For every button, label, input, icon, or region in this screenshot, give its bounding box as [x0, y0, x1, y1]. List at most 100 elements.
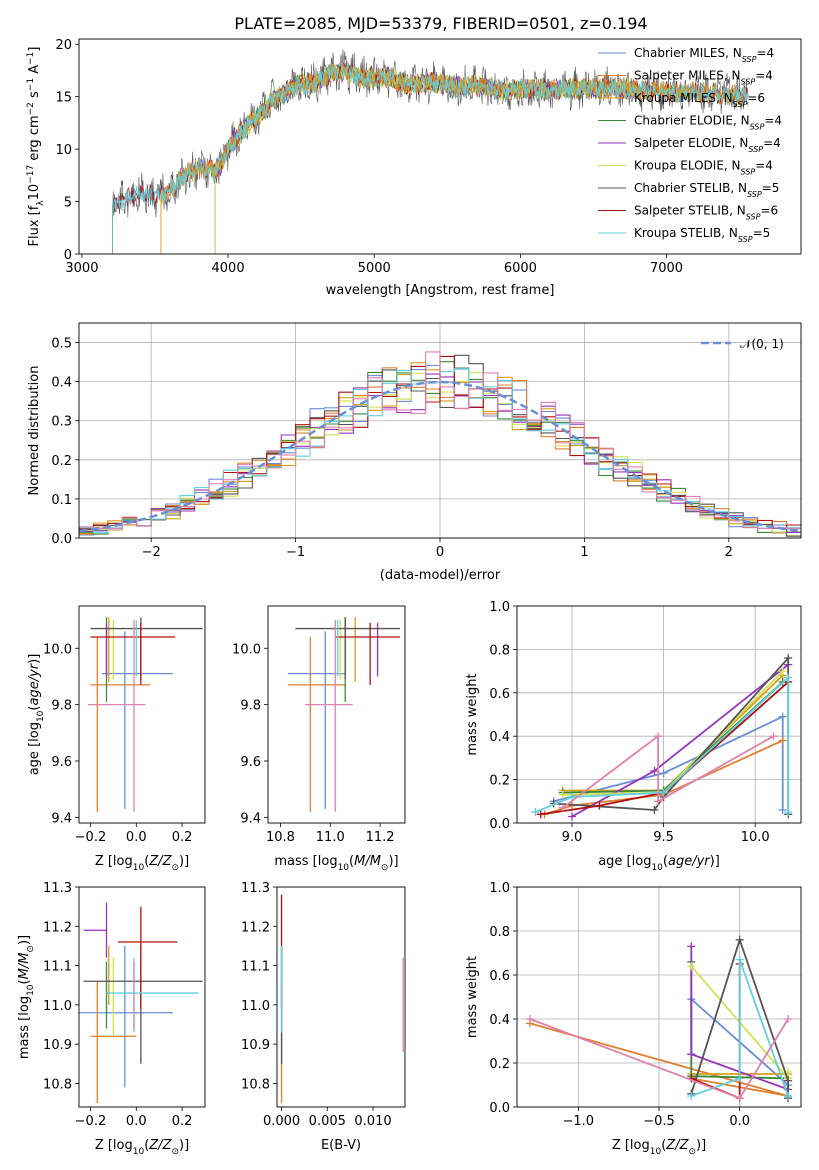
x-axis-label-part: ( [661, 1138, 666, 1153]
y-tick-label: 0.6 [489, 687, 510, 702]
y-axis-label-part: age [log [27, 722, 42, 775]
y-tick-label: 0.8 [489, 925, 510, 940]
x-tick-label: 0.0 [126, 830, 147, 845]
y-axis-label-part: −1 [26, 78, 36, 91]
x-tick-label: 0.005 [309, 1114, 346, 1129]
legend-label: Chabrier STELIB, NSSP=5 [634, 181, 779, 199]
y-tick-label: 10 [55, 143, 72, 158]
legend-label-sub: SSP [741, 167, 756, 176]
y-tick-label: 11.3 [241, 881, 270, 896]
legend-label-name: Chabrier MILES, N [634, 46, 742, 60]
y-axis-label: mass [log10(M/M⊙)] [17, 935, 36, 1059]
x-tick-label: −0.2 [75, 830, 107, 845]
weight-marker [687, 1050, 696, 1059]
x-axis-label: age [log10(age/yr)] [598, 854, 720, 873]
x-tick-label: 11.2 [366, 830, 395, 845]
spectrum-axes: 3000 4000 5000 6000 7000 0 5 10 15 20 [55, 38, 749, 276]
y-tick-label: 0.4 [489, 1013, 510, 1028]
y-axis-label-part: −2 [26, 102, 36, 115]
x-tick-label: 9.0 [562, 830, 583, 845]
weight-marker [735, 935, 744, 944]
y-axis-label-part: λ [36, 200, 46, 206]
x-axis-label: E(B-V) [321, 1138, 361, 1153]
legend-label: Kroupa MILES, NSSP=6 [634, 91, 765, 109]
legend-label: Kroupa ELODIE, NSSP=4 [634, 159, 773, 177]
y-tick-label: 9.6 [240, 755, 261, 770]
weight-marker [784, 808, 793, 817]
y-tick-label: 11.0 [43, 999, 72, 1014]
y-axis-label-part: ( [27, 706, 42, 711]
x-axis-label-part: ( [144, 1138, 149, 1153]
legend-label-name: Kroupa MILES, N [634, 91, 733, 105]
y-tick-label: 0.5 [51, 337, 72, 352]
weight-marker [687, 1092, 696, 1100]
y-tick-label: 0.1 [51, 493, 72, 508]
y-axis-label-part: M/M [17, 953, 32, 980]
x-axis-label-part: 10 [651, 863, 663, 873]
legend-label-name: Chabrier STELIB, N [634, 181, 747, 195]
x-tick-label: 0.000 [263, 1114, 300, 1129]
y-tick-label: 10.8 [241, 1077, 270, 1092]
y-tick-label: 0.0 [51, 532, 72, 547]
x-tick-label: 10.0 [741, 830, 770, 845]
legend-label: Salpeter MILES, NSSP=4 [634, 69, 773, 87]
x-axis-label-part: Z/Z [148, 854, 172, 869]
x-tick-label: 11.0 [316, 830, 345, 845]
x-tick-label: 10.8 [266, 830, 295, 845]
weight-marker [659, 788, 668, 797]
legend-label-suffix: =5 [753, 226, 771, 240]
y-tick-label: 11.1 [43, 960, 72, 975]
y-axis-label: mass weight [465, 956, 480, 1038]
y-axis-label-part: age/yr [27, 662, 42, 705]
y-axis-label-part: A [27, 65, 42, 78]
weight-marker [784, 1076, 793, 1085]
x-tick-label: 9.5 [653, 830, 674, 845]
x-tick-label: 0.010 [354, 1114, 391, 1129]
y-tick-label: 11.2 [43, 920, 72, 935]
y-tick-label: 0 [64, 248, 72, 263]
weight-marker [784, 1092, 793, 1100]
legend-label: Chabrier ELODIE, NSSP=4 [634, 114, 782, 132]
x-axis-label-part: 10 [650, 1147, 662, 1157]
x-axis-label: Z [log10(Z/Z⊙)] [95, 854, 189, 873]
x-axis-label: Z [log10(Z/Z⊙)] [612, 1138, 706, 1157]
residuals-frame [78, 322, 802, 539]
x-axis-label-part: 10 [133, 1147, 145, 1157]
weight-marker [567, 812, 576, 821]
age_vs_Z-axes: −0.2 0.0 0.2 9.4 9.6 9.8 10.0 [43, 617, 203, 845]
y-axis-label-part: −17 [26, 165, 36, 184]
y-axis-label-part: 10 [26, 984, 36, 996]
x-axis-label-part: )] [179, 1138, 189, 1153]
age_vs_mass-axes: 10.8 11.0 11.2 9.4 9.6 9.8 10.0 [232, 617, 401, 845]
legend-label: 𝒩(0, 1) [740, 337, 784, 351]
weight-marker [567, 792, 576, 801]
y-axis-label-part: 10 [27, 184, 42, 201]
mass_vs_Z-axes: −0.2 0.0 0.2 10.8 10.9 11.0 11.1 11.2 11.3 [43, 881, 203, 1129]
legend-label: Kroupa STELIB, NSSP=5 [634, 226, 770, 244]
legend-label-suffix: =6 [747, 91, 765, 105]
mass_vs_Z-frame [78, 886, 206, 1108]
y-tick-label: 10.9 [43, 1038, 72, 1053]
y-axis-label-part: 10 [36, 710, 46, 722]
y-tick-label: 9.6 [51, 755, 72, 770]
y-axis-label: mass weight [465, 673, 480, 755]
y-axis-label-part: ] [27, 47, 42, 52]
x-axis-label: Z [log10(Z/Z⊙)] [95, 1138, 189, 1157]
spectrum-frame [78, 38, 802, 255]
legend-label: Salpeter STELIB, NSSP=6 [634, 204, 778, 222]
x-tick-label: 6000 [504, 261, 537, 276]
y-tick-label: 10.0 [43, 642, 72, 657]
x-tick-label: 0 [436, 545, 444, 560]
y-tick-label: 20 [55, 38, 72, 53]
y-tick-label: 9.4 [51, 811, 72, 826]
legend-label: Salpeter ELODIE, NSSP=4 [634, 136, 781, 154]
mass_vs_ebv-axes: 0.000 0.005 0.010 10.8 10.9 11.0 11.1 11.2 11.3 [241, 881, 404, 1129]
legend-label-suffix: =6 [760, 204, 778, 218]
legend-label-name: Salpeter MILES, N [634, 69, 741, 83]
y-tick-label: 0.0 [489, 1101, 510, 1116]
x-axis-label-part: age/yr [668, 854, 711, 869]
weight-marker [778, 805, 787, 814]
